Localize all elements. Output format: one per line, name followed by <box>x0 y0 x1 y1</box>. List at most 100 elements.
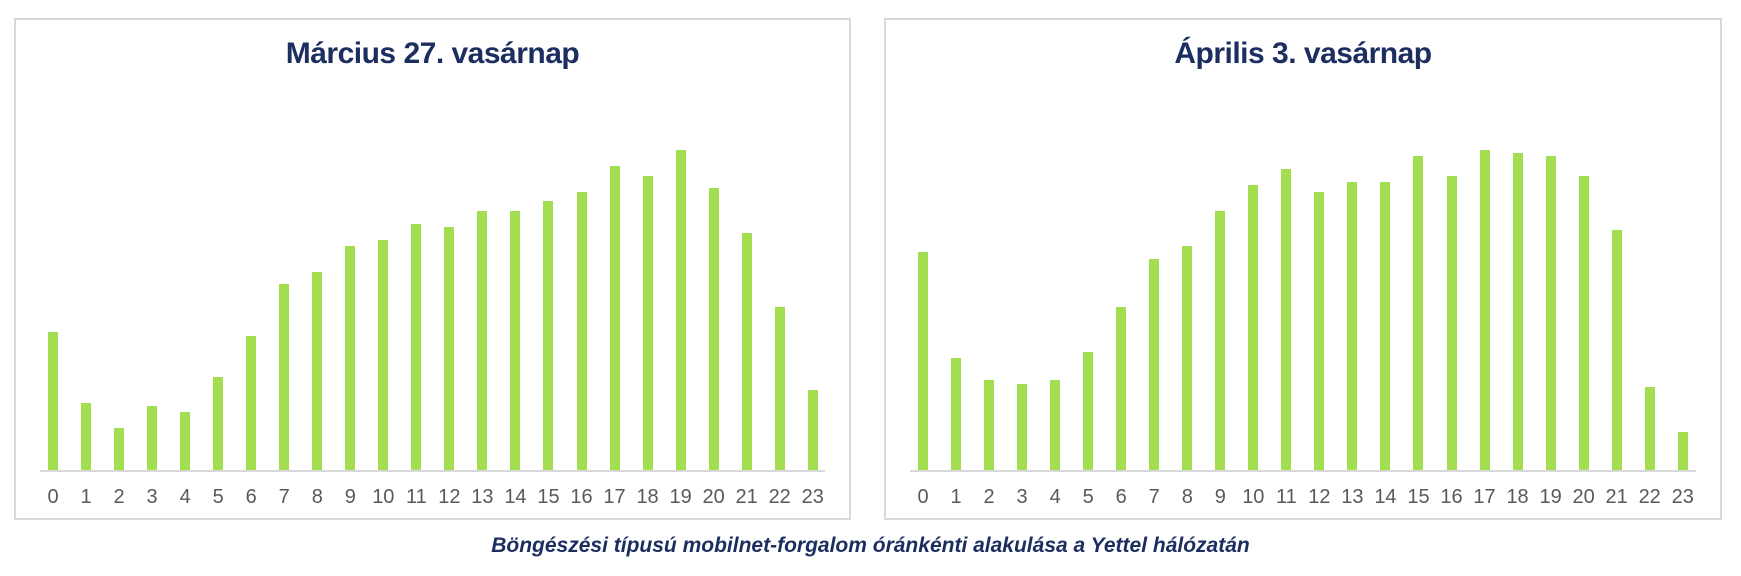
bar-hour-6 <box>1116 306 1127 470</box>
x-axis-label-15: 15 <box>1407 486 1430 508</box>
bar-hour-13 <box>477 210 488 470</box>
x-axis-label-10: 10 <box>1242 486 1265 508</box>
chart-panel-april-3: Április 3. vasárnap 0 1 2 3 4 5 6 7 8 9 10 11 12 13 14… <box>884 18 1722 520</box>
x-axis-line <box>40 470 825 472</box>
x-axis-label-7: 7 <box>1148 486 1160 508</box>
x-axis-label-3: 3 <box>1016 486 1028 508</box>
x-axis-label-19: 19 <box>669 486 692 508</box>
x-axis-label-6: 6 <box>1115 486 1127 508</box>
bar-hour-17 <box>609 166 620 470</box>
bar-hour-0 <box>918 252 928 470</box>
x-axis-label-5: 5 <box>212 486 224 508</box>
x-axis-label-13: 13 <box>471 486 494 508</box>
bar-hour-15 <box>543 201 554 470</box>
bar-hour-16 <box>576 191 587 470</box>
x-axis-label-8: 8 <box>311 486 323 508</box>
x-axis-label-14: 14 <box>504 486 527 508</box>
bar-hour-4 <box>1050 380 1061 470</box>
bar-hour-15 <box>1413 156 1424 470</box>
bar-hour-16 <box>1446 175 1457 470</box>
x-axis-labels: 0 1 2 3 4 5 6 7 8 9 10 11 12 13 14 15 16 17 18 19 20 21 22 23 <box>37 486 829 508</box>
bar-hour-3 <box>1017 383 1028 470</box>
bar-hour-6 <box>246 335 257 470</box>
bar-hour-5 <box>213 377 224 470</box>
x-axis-label-20: 20 <box>1572 486 1595 508</box>
x-axis-label-2: 2 <box>113 486 125 508</box>
bar-hour-7 <box>279 284 290 470</box>
x-axis-label-15: 15 <box>537 486 560 508</box>
bar-hour-4 <box>180 412 191 470</box>
x-axis-label-7: 7 <box>278 486 290 508</box>
x-axis-label-14: 14 <box>1374 486 1397 508</box>
x-axis-label-17: 17 <box>603 486 626 508</box>
x-axis-label-17: 17 <box>1473 486 1496 508</box>
bar-hour-10 <box>378 239 389 470</box>
bar-hour-8 <box>1182 246 1193 470</box>
bar-hour-2 <box>114 428 125 470</box>
bar-hour-22 <box>774 306 785 470</box>
bar-hour-7 <box>1149 258 1160 470</box>
x-axis-label-16: 16 <box>1440 486 1463 508</box>
x-axis-label-23: 23 <box>1671 486 1694 508</box>
bar-hour-12 <box>1314 191 1325 470</box>
x-axis-label-1: 1 <box>80 486 92 508</box>
x-axis-label-0: 0 <box>917 486 929 508</box>
chart-title: Március 27. vasárnap <box>285 37 580 70</box>
chart-title: Április 3. vasárnap <box>1174 37 1432 70</box>
bar-hour-18 <box>642 175 653 470</box>
chart-caption: Böngészési típusú mobilnet-forgalom órán… <box>491 534 1250 557</box>
x-axis-label-6: 6 <box>245 486 257 508</box>
bar-hour-0 <box>48 332 58 470</box>
x-axis-label-22: 22 <box>768 486 791 508</box>
x-axis-label-19: 19 <box>1539 486 1562 508</box>
bar-hour-13 <box>1347 182 1358 470</box>
bar-hour-14 <box>510 210 521 470</box>
bars-row <box>918 145 1688 470</box>
x-axis-label-9: 9 <box>1214 486 1226 508</box>
x-axis-label-3: 3 <box>146 486 158 508</box>
x-axis-label-10: 10 <box>372 486 395 508</box>
chart-panel-march-27: Március 27. vasárnap 0 1 2 3 4 5 6 7 8 9 10 11 12 13 1… <box>14 18 851 520</box>
x-axis-label-12: 12 <box>438 486 461 508</box>
x-axis-label-18: 18 <box>1506 486 1529 508</box>
bar-hour-20 <box>1578 175 1589 470</box>
x-axis-label-21: 21 <box>1605 486 1628 508</box>
bar-hour-1 <box>951 358 962 470</box>
bar-hour-9 <box>345 246 356 470</box>
x-axis-label-4: 4 <box>1049 486 1061 508</box>
bar-hour-20 <box>708 188 719 470</box>
bar-hour-21 <box>1611 230 1622 470</box>
bars-row <box>48 145 818 470</box>
x-axis-label-9: 9 <box>344 486 356 508</box>
bar-hour-19 <box>1545 156 1556 470</box>
bar-hour-12 <box>444 226 455 470</box>
x-axis-label-8: 8 <box>1181 486 1193 508</box>
bar-hour-22 <box>1644 386 1655 470</box>
bar-hour-5 <box>1083 351 1094 470</box>
bar-hour-11 <box>1281 169 1292 470</box>
x-axis-label-21: 21 <box>735 486 758 508</box>
bar-hour-2 <box>984 380 995 470</box>
bar-hour-17 <box>1479 150 1490 470</box>
bar-hour-8 <box>312 271 323 470</box>
x-axis-label-12: 12 <box>1308 486 1331 508</box>
x-axis-label-11: 11 <box>405 486 427 508</box>
x-axis-label-5: 5 <box>1082 486 1094 508</box>
x-axis-label-13: 13 <box>1341 486 1364 508</box>
x-axis-label-11: 11 <box>1275 486 1297 508</box>
bar-hour-9 <box>1215 210 1226 470</box>
bar-hour-11 <box>411 223 422 470</box>
bar-hour-1 <box>81 402 92 470</box>
bar-hour-14 <box>1380 182 1391 470</box>
x-axis-label-20: 20 <box>702 486 725 508</box>
x-axis-label-0: 0 <box>47 486 59 508</box>
x-axis-line <box>910 470 1696 472</box>
bar-hour-3 <box>147 406 158 470</box>
bar-hour-23 <box>807 390 818 470</box>
x-axis-label-1: 1 <box>950 486 962 508</box>
x-axis-label-16: 16 <box>570 486 593 508</box>
x-axis-label-4: 4 <box>179 486 191 508</box>
x-axis-labels: 0 1 2 3 4 5 6 7 8 9 10 11 12 13 14 15 16 17 18 19 20 21 22 23 <box>907 486 1699 508</box>
bar-hour-21 <box>741 233 752 470</box>
bar-hour-19 <box>675 150 686 470</box>
